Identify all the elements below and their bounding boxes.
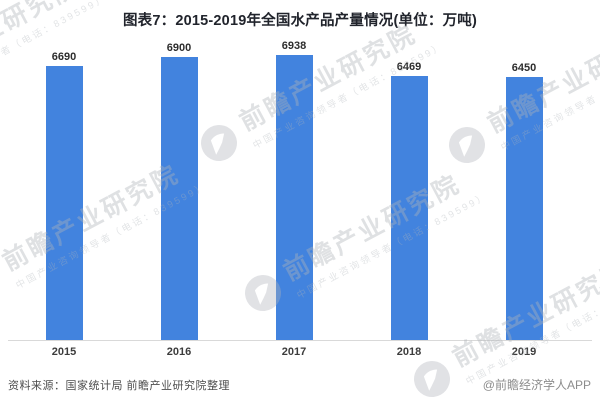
- x-tick-2018: 2018: [396, 346, 422, 358]
- x-tick-2015: 2015: [51, 346, 77, 358]
- bar-2018: [391, 76, 428, 340]
- value-label-2016: 6900: [166, 42, 192, 54]
- x-tick-2016: 2016: [166, 346, 192, 358]
- bar-2019: [506, 77, 543, 340]
- source-note: 资料来源：国家统计局 前瞻产业研究院整理: [8, 380, 231, 392]
- x-tick-2019: 2019: [511, 346, 537, 358]
- chart-title: 图表7：2015-2019年全国水产品产量情况(单位：万吨): [122, 13, 478, 29]
- app-credit: @前瞻经济学人APP: [482, 378, 591, 392]
- bar-2016: [161, 57, 198, 340]
- value-label-2019: 6450: [511, 62, 537, 74]
- value-label-2018: 6469: [396, 61, 422, 73]
- bar-2017: [276, 55, 313, 340]
- x-axis-line: [8, 340, 592, 341]
- value-label-2015: 6690: [51, 51, 77, 63]
- value-label-2017: 6938: [281, 40, 307, 52]
- bar-2015: [46, 66, 83, 340]
- x-tick-2017: 2017: [281, 346, 307, 358]
